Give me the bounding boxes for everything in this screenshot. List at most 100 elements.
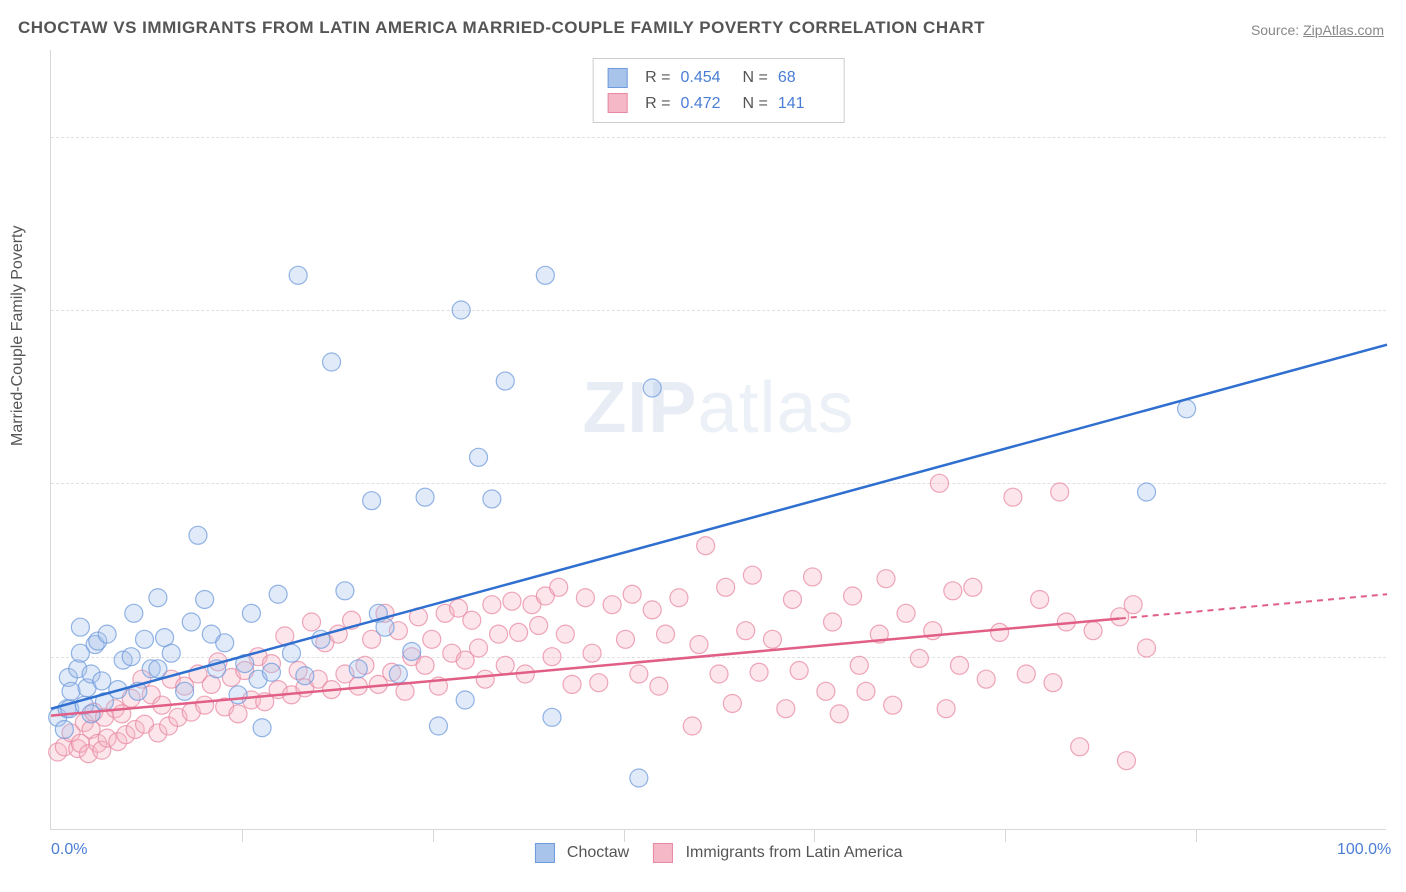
data-point xyxy=(930,474,948,492)
data-point xyxy=(556,625,574,643)
data-point xyxy=(737,622,755,640)
data-point xyxy=(844,587,862,605)
data-point xyxy=(125,604,143,622)
n-label: N = xyxy=(743,91,768,117)
data-point xyxy=(817,682,835,700)
data-point xyxy=(336,582,354,600)
data-point xyxy=(1178,400,1196,418)
data-point xyxy=(630,769,648,787)
swatch-icon xyxy=(534,843,554,863)
data-point xyxy=(590,674,608,692)
data-point xyxy=(269,585,287,603)
data-point xyxy=(496,656,514,674)
data-point xyxy=(1124,596,1142,614)
data-point xyxy=(790,662,808,680)
legend-row-immigrants: R = 0.472 N = 141 xyxy=(607,91,830,117)
data-point xyxy=(576,589,594,607)
data-point xyxy=(182,613,200,631)
y-tick-label: 30.0% xyxy=(1396,301,1406,319)
data-point xyxy=(423,630,441,648)
data-point xyxy=(977,670,995,688)
data-point xyxy=(242,604,260,622)
data-point xyxy=(503,592,521,610)
n-label: N = xyxy=(743,65,768,91)
data-point xyxy=(630,665,648,683)
data-point xyxy=(824,613,842,631)
data-point xyxy=(937,700,955,718)
r-value: 0.454 xyxy=(681,65,733,91)
data-point xyxy=(950,656,968,674)
data-point xyxy=(1071,738,1089,756)
data-point xyxy=(830,705,848,723)
data-point xyxy=(176,682,194,700)
data-point xyxy=(93,672,111,690)
data-point xyxy=(690,636,708,654)
data-point xyxy=(683,717,701,735)
data-point xyxy=(416,488,434,506)
data-point xyxy=(804,568,822,586)
data-point xyxy=(670,589,688,607)
correlation-legend: R = 0.454 N = 68 R = 0.472 N = 141 xyxy=(592,58,845,123)
source-label: Source: xyxy=(1251,22,1299,38)
data-point xyxy=(349,660,367,678)
data-point xyxy=(743,566,761,584)
data-point xyxy=(470,639,488,657)
y-tick-label: 10.0% xyxy=(1396,648,1406,666)
data-point xyxy=(452,301,470,319)
data-point xyxy=(416,656,434,674)
data-point xyxy=(470,448,488,466)
data-point xyxy=(750,663,768,681)
data-point xyxy=(389,665,407,683)
data-point xyxy=(543,648,561,666)
data-point xyxy=(1051,483,1069,501)
data-point xyxy=(964,578,982,596)
data-point xyxy=(303,613,321,631)
data-point xyxy=(944,582,962,600)
data-point xyxy=(710,665,728,683)
data-point xyxy=(536,266,554,284)
data-point xyxy=(403,642,421,660)
x-tick-label: 0.0% xyxy=(51,841,87,859)
data-point xyxy=(1138,483,1156,501)
legend-item-choctaw: Choctaw xyxy=(534,843,629,863)
data-point xyxy=(1017,665,1035,683)
y-tick-label: 20.0% xyxy=(1396,474,1406,492)
r-label: R = xyxy=(645,91,670,117)
data-point xyxy=(98,625,116,643)
source-link[interactable]: ZipAtlas.com xyxy=(1303,22,1384,38)
chart-title: CHOCTAW VS IMMIGRANTS FROM LATIN AMERICA… xyxy=(18,18,985,38)
data-point xyxy=(216,634,234,652)
data-point xyxy=(196,696,214,714)
legend-label: Choctaw xyxy=(567,844,629,861)
legend-item-immigrants: Immigrants from Latin America xyxy=(653,843,902,863)
data-point xyxy=(657,625,675,643)
data-point xyxy=(1004,488,1022,506)
data-point xyxy=(550,578,568,596)
data-point xyxy=(563,675,581,693)
data-point xyxy=(490,625,508,643)
data-point xyxy=(483,596,501,614)
data-point xyxy=(877,570,895,588)
data-point xyxy=(253,719,271,737)
data-point xyxy=(510,623,528,641)
y-axis-label: Married-Couple Family Poverty xyxy=(9,225,27,446)
data-point xyxy=(429,717,447,735)
legend-label: Immigrants from Latin America xyxy=(686,844,903,861)
data-point xyxy=(884,696,902,714)
data-point xyxy=(189,526,207,544)
data-point xyxy=(1138,639,1156,657)
data-point xyxy=(850,656,868,674)
data-point xyxy=(496,372,514,390)
r-value: 0.472 xyxy=(681,91,733,117)
data-point xyxy=(1084,622,1102,640)
data-point xyxy=(162,644,180,662)
n-value: 68 xyxy=(778,65,830,91)
data-point xyxy=(1117,752,1135,770)
x-tick-label: 100.0% xyxy=(1337,841,1391,859)
data-point xyxy=(196,590,214,608)
data-point xyxy=(289,266,307,284)
data-point xyxy=(1044,674,1062,692)
scatter-svg xyxy=(51,50,1386,829)
data-point xyxy=(910,649,928,667)
data-point xyxy=(463,611,481,629)
